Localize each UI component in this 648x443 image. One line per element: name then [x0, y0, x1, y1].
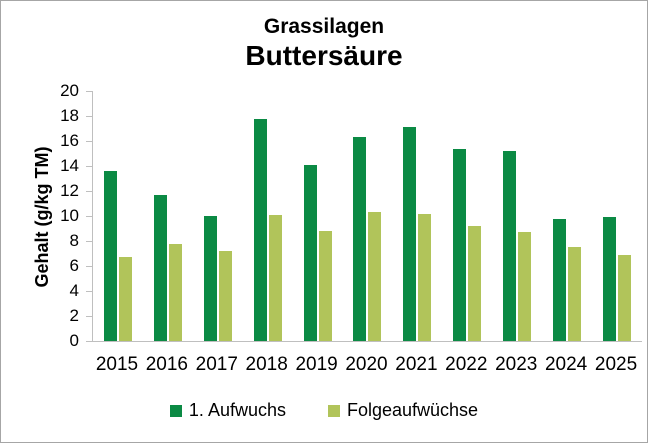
legend-label: Folgeaufwüchse: [346, 400, 479, 420]
y-tick: [86, 215, 92, 217]
chart-subtitle: Buttersäure: [245, 40, 403, 71]
bar: [518, 232, 532, 341]
bar-group: [243, 91, 293, 341]
legend-label: 1. Aufwuchs: [188, 400, 286, 420]
x-tick-label: 2024: [544, 354, 588, 375]
legend-swatch: [169, 404, 182, 417]
x-tick-label: 2020: [345, 354, 388, 375]
bar: [368, 212, 382, 341]
bar: [503, 151, 517, 341]
y-tick: [86, 340, 92, 342]
bar-group: [293, 91, 343, 341]
bar: [553, 218, 567, 341]
y-tick-label: 14: [60, 156, 79, 175]
x-tick-label: 2015: [95, 354, 139, 375]
y-tick: [86, 165, 92, 167]
y-tick-label: 20: [60, 81, 79, 100]
y-tick: [86, 315, 92, 317]
x-tick-label: 2022: [445, 354, 488, 375]
y-tick: [86, 140, 92, 142]
bar: [468, 226, 482, 341]
y-tick: [86, 115, 92, 117]
bar: [603, 217, 617, 341]
bar-group: [143, 91, 193, 341]
legend-item: 1. Aufwuchs: [169, 400, 286, 421]
y-tick: [86, 90, 92, 92]
y-tick: [86, 240, 92, 242]
bar: [453, 148, 467, 341]
x-tick-label: 2025: [594, 354, 638, 375]
y-tick-label: 0: [69, 331, 79, 350]
bar-series-container: [93, 91, 642, 341]
plot-area: 0 2 4 6 8 10 12 14 16 18 20: [60, 81, 642, 350]
y-tick-label: 18: [60, 106, 79, 125]
bar-group: [193, 91, 243, 341]
y-tick: [86, 265, 92, 267]
x-tick-label: 2016: [145, 354, 188, 375]
bar: [253, 118, 267, 341]
bar: [168, 243, 182, 341]
bar: [318, 231, 332, 341]
x-tick-label: 2021: [395, 354, 438, 375]
bar: [218, 251, 232, 341]
y-tick: [86, 190, 92, 192]
bar-group: [592, 91, 642, 341]
bar: [203, 216, 217, 341]
y-tick-label: 4: [69, 281, 79, 300]
legend: 1. Aufwuchs Folgeaufwüchse: [1, 400, 647, 421]
x-tick-label: 2019: [295, 354, 338, 375]
bar: [153, 194, 167, 341]
bar-group: [492, 91, 542, 341]
y-tick-label: 16: [60, 131, 79, 150]
chart-title: Grassilagen: [263, 15, 385, 38]
bar-group: [343, 91, 393, 341]
bar-group: [442, 91, 492, 341]
bar: [303, 164, 317, 341]
y-tick-label: 12: [60, 181, 79, 200]
y-tick-label: 2: [69, 306, 79, 325]
bar: [268, 214, 282, 341]
y-tick-label: 8: [69, 231, 79, 250]
bar: [353, 137, 367, 341]
bar: [118, 257, 132, 341]
x-axis-labels: 2015 2016 2017 2018 2019 2020 2021 2022 2023 2024…: [92, 354, 641, 376]
y-tick-label: 10: [60, 206, 79, 225]
bar: [418, 213, 432, 341]
legend-item: Folgeaufwüchse: [327, 400, 479, 421]
bar: [618, 254, 632, 341]
bar-group: [542, 91, 592, 341]
legend-swatch: [327, 404, 340, 417]
y-tick: [86, 290, 92, 292]
bar: [103, 171, 117, 341]
bar: [568, 247, 582, 341]
x-tick-label: 2017: [195, 354, 238, 375]
x-tick-label: 2018: [245, 354, 288, 375]
bar: [403, 127, 417, 341]
x-tick-label: 2023: [495, 354, 538, 375]
bar-group: [392, 91, 442, 341]
y-tick-label: 6: [69, 256, 79, 275]
bar-group: [93, 91, 143, 341]
